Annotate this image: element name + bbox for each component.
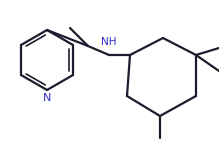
- Text: NH: NH: [101, 37, 117, 47]
- Text: N: N: [43, 93, 51, 103]
